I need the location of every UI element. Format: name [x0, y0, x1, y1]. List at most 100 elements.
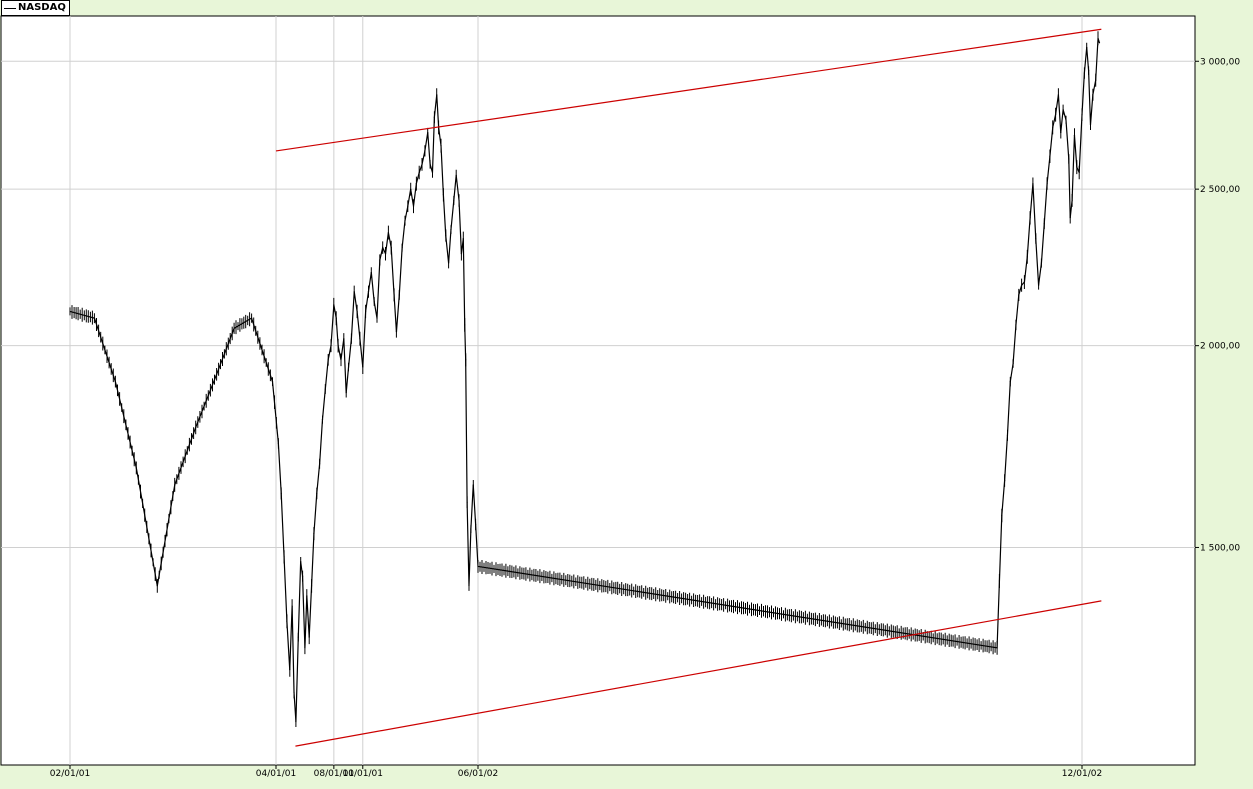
data-point [1040, 262, 1043, 264]
data-point [195, 426, 197, 429]
data-point [1043, 223, 1045, 225]
legend: NASDAQ [1, 0, 70, 16]
legend-label: NASDAQ [18, 2, 66, 13]
data-point [431, 171, 434, 174]
data-point [216, 373, 218, 375]
data-point [174, 484, 176, 486]
data-point [427, 131, 429, 134]
data-point [1071, 199, 1073, 202]
y-tick-label: 1 500,00 [1200, 543, 1240, 553]
data-point [464, 324, 466, 326]
data-point [448, 262, 450, 264]
data-point [69, 310, 71, 313]
data-point [1015, 324, 1017, 326]
data-point [477, 565, 479, 568]
data-point [455, 174, 457, 176]
data-point [424, 150, 426, 152]
data-point [310, 585, 313, 587]
data-point [472, 484, 474, 486]
data-point [466, 501, 468, 503]
data-point [1009, 381, 1011, 383]
data-point [308, 636, 310, 638]
data-point [1088, 70, 1090, 72]
data-point [465, 359, 467, 361]
data-point [327, 359, 329, 361]
data-point [453, 199, 455, 202]
data-point [470, 528, 472, 530]
data-point [316, 492, 318, 495]
data-point [440, 145, 442, 147]
x-tick-label: 10/01/01 [343, 769, 383, 779]
data-point [1046, 182, 1048, 185]
data-point [343, 338, 345, 340]
data-point [407, 205, 409, 207]
data-point [1095, 79, 1097, 81]
data-point [1057, 94, 1060, 96]
legend-swatch [4, 7, 16, 9]
data-point [1052, 126, 1054, 129]
data-point [412, 205, 415, 207]
data-point [297, 636, 299, 638]
data-point [345, 392, 347, 394]
data-point [1054, 114, 1057, 116]
data-point [1026, 256, 1028, 258]
data-point [1006, 434, 1009, 436]
data-point [401, 247, 403, 249]
data-point [1097, 37, 1099, 39]
data-point [306, 595, 308, 597]
data-point [362, 366, 364, 368]
data-point [1083, 72, 1085, 74]
lower-trendline[interactable] [295, 600, 1102, 747]
data-point [335, 317, 337, 319]
data-point [429, 163, 431, 165]
data-point [1018, 294, 1020, 296]
data-point [1021, 284, 1023, 286]
data-point [393, 294, 395, 296]
data-point [1078, 171, 1080, 174]
data-point [277, 442, 279, 444]
data-point [293, 691, 295, 693]
x-tick-label: 04/01/01 [256, 769, 296, 779]
x-tick-label: 02/01/01 [50, 769, 90, 779]
y-axis: 1 500,00 2 000,00 2 500,00 3 000,00 [1195, 57, 1240, 553]
data-point [384, 253, 387, 255]
y-tick-label: 2 000,00 [1200, 342, 1240, 352]
data-point [1062, 109, 1064, 111]
data-point [367, 291, 370, 293]
data-point [313, 532, 315, 535]
data-point [404, 220, 406, 222]
data-point [390, 247, 392, 249]
data-point [462, 237, 464, 240]
upper-trendline[interactable] [275, 28, 1102, 152]
x-axis: 02/01/01 04/01/01 06/01/02 08/01/0110/01/01… [50, 765, 1102, 779]
data-point [93, 317, 96, 319]
y-tick-label: 3 000,00 [1200, 57, 1240, 67]
data-point [337, 345, 339, 347]
data-point [347, 366, 350, 368]
data-point [442, 194, 444, 196]
data-point [475, 523, 477, 526]
nasdaq-series-line [69, 38, 1101, 722]
data-point [1089, 124, 1092, 126]
data-point [233, 327, 235, 329]
data-point [1086, 46, 1088, 48]
grid-lines [1, 16, 1195, 765]
data-point [300, 561, 302, 563]
data-point [324, 388, 326, 390]
data-point [1073, 134, 1076, 136]
data-point [450, 228, 452, 231]
data-point [379, 259, 381, 261]
data-point [359, 338, 361, 340]
data-point [333, 304, 335, 306]
data-point [1049, 155, 1051, 157]
data-point [295, 721, 297, 723]
data-point [468, 585, 470, 587]
data-point [398, 294, 400, 296]
data-point [353, 291, 355, 293]
data-point [436, 94, 438, 96]
data-point [996, 647, 998, 649]
data-point [289, 669, 291, 671]
data-point [410, 188, 412, 190]
